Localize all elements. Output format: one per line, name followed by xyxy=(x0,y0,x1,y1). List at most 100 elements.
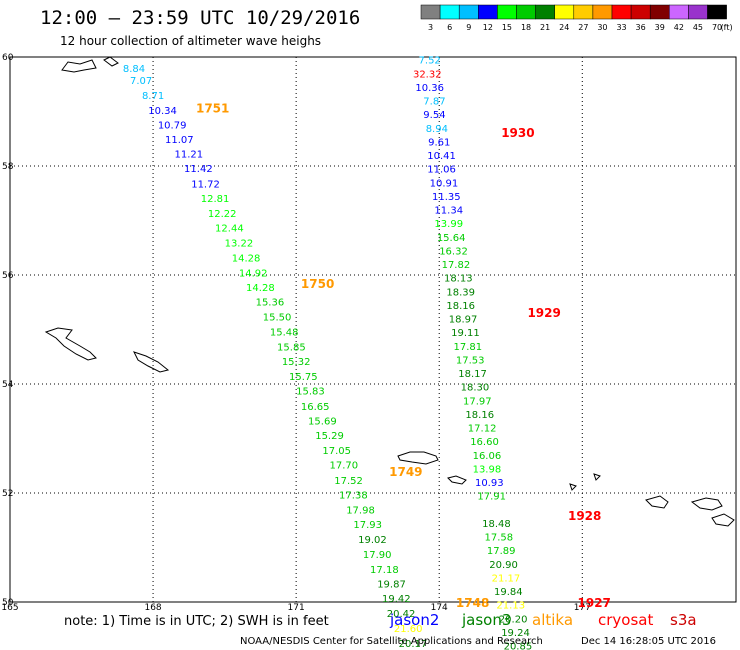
swh-observation: 18.48 xyxy=(482,519,511,530)
island-central xyxy=(397,451,439,465)
swh-observation: 15.36 xyxy=(256,298,285,309)
swh-observation: 17.38 xyxy=(339,491,368,502)
observation-labels: 8.847.07 8.71 10.34 10.79 11.07 11.21 11.42 11.… xyxy=(123,56,532,650)
colorbar-label: 70 xyxy=(712,23,722,32)
swh-observation: 17.81 xyxy=(454,342,483,353)
swh-observation: 21.60 xyxy=(394,624,423,635)
swh-observation: 16.60 xyxy=(470,437,499,448)
swh-observation: 7.52 xyxy=(419,56,441,67)
lon-tick-label: 168 xyxy=(144,603,161,613)
colorbar-swatch xyxy=(573,4,594,20)
lat-tick-label: 56 xyxy=(2,271,14,281)
pass-number-label: 1929 xyxy=(527,306,560,320)
colorbar-swatch xyxy=(611,4,632,20)
swh-observation: 11.06 xyxy=(427,165,456,176)
colorbar-label: 3 xyxy=(428,23,433,32)
colorbar-swatch xyxy=(439,4,460,20)
swh-observation: 17.89 xyxy=(487,546,516,557)
swh-observation: 17.12 xyxy=(468,424,497,435)
colorbar-swatch xyxy=(516,4,536,20)
swh-observation: 13.99 xyxy=(434,219,463,230)
lat-tick-label: 60 xyxy=(2,53,14,63)
swh-observation: 17.93 xyxy=(353,520,382,531)
lat-tick-label: 52 xyxy=(2,489,13,499)
swh-observation: 11.34 xyxy=(434,206,463,217)
island-east-3 xyxy=(711,513,735,527)
swh-observation: 15.75 xyxy=(289,372,318,383)
swh-observation: 14.28 xyxy=(246,283,275,294)
swh-observation: 14.92 xyxy=(239,268,268,279)
swh-observation: 14.28 xyxy=(232,254,261,265)
swh-observation: 15.83 xyxy=(296,387,325,398)
pass-number-label: 1751 xyxy=(196,102,229,116)
swh-observation: 12.44 xyxy=(215,224,244,235)
swh-observation: 10.34 xyxy=(148,106,177,117)
swh-observation: 15.48 xyxy=(270,328,299,339)
swh-observation: 15.69 xyxy=(308,417,337,428)
colorbar-label: 36 xyxy=(636,23,646,32)
swh-observation: 17.52 xyxy=(334,476,363,487)
lon-tick-label: 177 xyxy=(574,603,591,613)
swh-observation: 19.84 xyxy=(494,587,523,598)
swh-observation: 19.02 xyxy=(358,535,387,546)
swh-observation: 9.61 xyxy=(428,137,450,148)
pass-number-label: 1749 xyxy=(389,465,422,479)
swh-observation: 20.90 xyxy=(489,560,518,571)
lon-tick-label: 165 xyxy=(1,603,18,613)
swh-observation: 17.97 xyxy=(463,396,492,407)
colorbar-label: 27 xyxy=(578,23,588,32)
pass-number-label: 1927 xyxy=(578,596,611,610)
swh-observation: 8.71 xyxy=(142,91,164,102)
swh-observation: 15.85 xyxy=(277,342,306,353)
colorbar-swatch xyxy=(707,4,727,20)
swh-observation: 17.90 xyxy=(363,550,392,561)
colorbar-swatch xyxy=(458,4,479,20)
color-scale-legend: 3 6 9 12 15 18 21 24 27 30 33 36 39 42 45 70(ft) xyxy=(420,4,733,32)
swh-observation: 13.98 xyxy=(473,464,502,475)
swh-observation: 17.58 xyxy=(485,533,514,544)
swh-observation: 20.42 xyxy=(387,609,416,620)
swh-observation: 18.17 xyxy=(458,369,487,380)
swh-observation: 15.29 xyxy=(315,431,344,442)
map-subtitle: 12 hour collection of altimeter wave hei… xyxy=(60,34,321,48)
island-west-2 xyxy=(133,351,170,373)
colorbar-swatch xyxy=(669,4,689,20)
lat-tick-label: 54 xyxy=(2,380,14,390)
island-central-2 xyxy=(447,475,467,485)
swh-observation: 18.16 xyxy=(446,301,475,312)
swh-observation: 12.22 xyxy=(208,209,237,220)
swh-observation: 19.87 xyxy=(377,579,406,590)
pass-labels: 1751 1750 1749 1748 1930 1929 1928 1927 xyxy=(196,102,611,610)
colorbar-swatch xyxy=(497,4,517,20)
colorbar-swatch xyxy=(478,4,498,20)
swh-observation: 17.18 xyxy=(370,565,399,576)
swh-observation: 17.98 xyxy=(346,505,375,516)
colorbar-label: 39 xyxy=(655,23,665,32)
map-title: 12:00 – 23:59 UTC 10/29/2016 xyxy=(40,7,360,29)
pass-number-label: 1930 xyxy=(501,126,534,140)
swh-observation: 16.06 xyxy=(473,451,502,462)
pass-number-label: 1750 xyxy=(301,277,334,291)
lon-tick-label: 171 xyxy=(288,603,305,613)
swh-observation: 10.36 xyxy=(415,83,444,94)
swh-observation: 15.32 xyxy=(282,357,311,368)
swh-observation: 19.42 xyxy=(382,594,411,605)
swh-observation: 18.97 xyxy=(449,315,478,326)
colorbar-swatch xyxy=(420,4,441,20)
colorbar-swatch xyxy=(649,4,670,20)
credit-left: NOAA/NESDIS Center for Satellite Applica… xyxy=(240,636,543,647)
swh-observation: 11.07 xyxy=(165,135,194,146)
lon-tick-label: 174 xyxy=(431,603,448,613)
swh-observation: 19.11 xyxy=(451,328,480,339)
swh-observation: 8.84 xyxy=(123,64,145,75)
colorbar-swatch xyxy=(688,4,708,20)
swh-observation: 17.91 xyxy=(477,492,506,503)
lat-tick-label: 50 xyxy=(2,598,14,608)
swh-observation: 7.87 xyxy=(423,97,445,108)
colorbar-unit: (ft) xyxy=(721,23,733,32)
island-north xyxy=(61,59,97,73)
swh-observation: 10.91 xyxy=(430,178,459,189)
swh-observation: 18.16 xyxy=(465,410,494,421)
